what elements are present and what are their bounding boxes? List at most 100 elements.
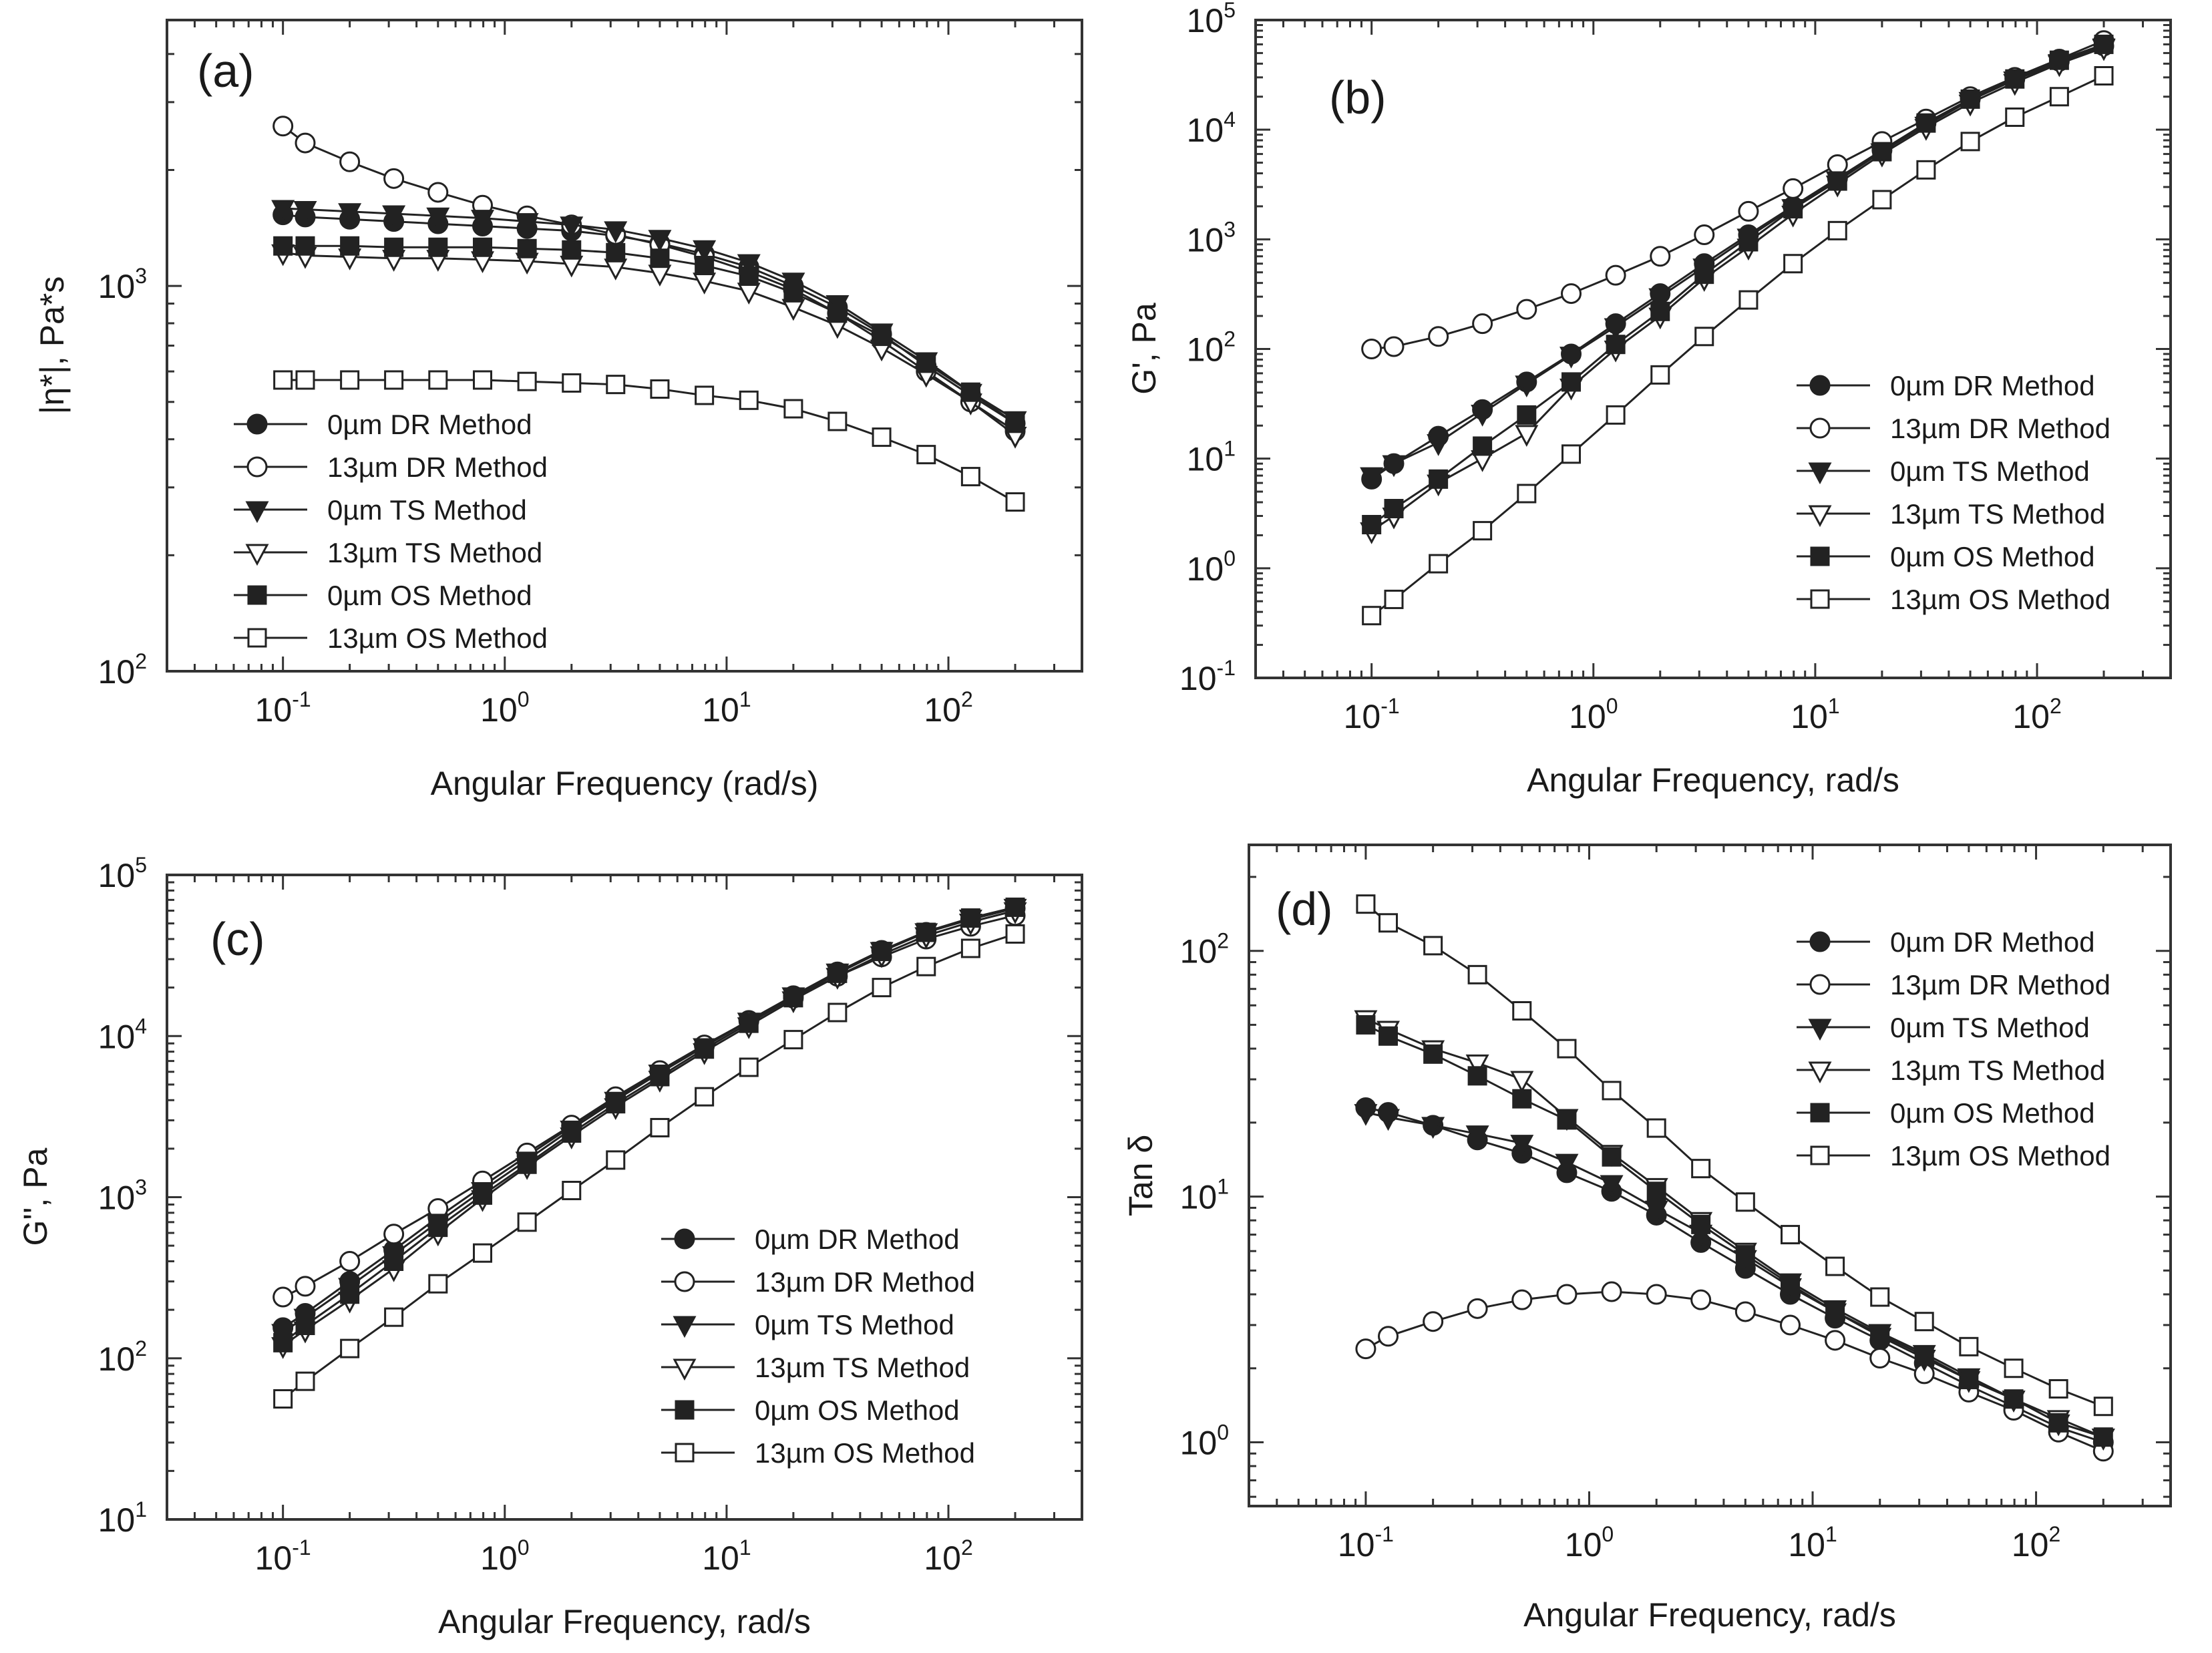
point-0um-ts-method-b [1427, 434, 1451, 456]
point-0um-os-method-d [1959, 1370, 1979, 1390]
point-0um-os-method-b [2005, 69, 2025, 89]
point-13um-os-method-b [1960, 132, 1980, 152]
legend-marker-0um-os-method-b [1810, 546, 1830, 566]
point-13um-os-method-a [827, 411, 848, 431]
point-13um-dr-method-b [1428, 326, 1449, 347]
legend-marker-0um-ts-method-d [1808, 1019, 1832, 1041]
point-0um-os-method-b [1561, 372, 1582, 392]
x-tick-label-c: 10-1 [255, 1535, 311, 1577]
panel-b: (b) 10-1 100 101 10210-1100101102103104105 … [1125, 0, 2172, 799]
point-0um-ts-method-d [1465, 1125, 1489, 1147]
point-13um-os-method-b [1694, 327, 1714, 347]
point-0um-os-method-a [916, 353, 936, 373]
point-0um-os-method-c [273, 1332, 293, 1352]
legend-label-13um-dr-method-d: 13µm DR Method [1890, 969, 2110, 1000]
point-0um-os-method-c [384, 1252, 404, 1272]
point-13um-os-method-c [340, 1338, 360, 1358]
x-tick-label-a: 10-1 [255, 687, 311, 729]
point-13um-os-method-a [960, 467, 980, 487]
y-tick-label-d: 102 [1180, 929, 1229, 970]
legend-marker-0um-os-method-d [1810, 1103, 1830, 1123]
point-13um-os-method-d [2048, 1379, 2068, 1399]
point-13um-os-method-b [1561, 444, 1582, 464]
point-0um-ts-method-b [1559, 347, 1584, 369]
point-0um-os-method-b [1429, 469, 1449, 489]
series-group-b [1360, 30, 2116, 626]
point-13um-dr-method-c [295, 1276, 316, 1297]
point-0um-os-method-d [1914, 1346, 1934, 1366]
point-0um-os-method-a [273, 236, 293, 256]
point-13um-dr-method-b [1516, 299, 1537, 320]
point-0um-ts-method-a [604, 221, 628, 244]
point-13um-os-method-d [1557, 1039, 1577, 1059]
point-13um-dr-method-b [1561, 283, 1582, 305]
point-13um-os-method-b [1783, 254, 1803, 274]
axis-ticks-c: 10-1 100 101 102 101 102 103 104 105 [98, 853, 1082, 1577]
legend-marker-13um-dr-method-c [674, 1271, 695, 1292]
point-13um-dr-method-d [1646, 1284, 1667, 1305]
series-line-13um-ts-method-a [283, 251, 1016, 436]
point-0um-os-method-c [1005, 897, 1025, 917]
point-0um-ts-method-b [1515, 375, 1539, 398]
x-tick-label-d: 10-1 [1338, 1522, 1394, 1564]
legend-label-0um-os-method-c: 0µm OS Method [755, 1395, 960, 1426]
point-13um-os-method-c [562, 1181, 582, 1201]
point-13um-os-method-b [1362, 606, 1382, 626]
point-0um-os-method-b [1738, 232, 1759, 252]
series-group-a [271, 116, 1027, 512]
point-0um-os-method-d [1646, 1181, 1666, 1202]
point-0um-os-method-c [783, 988, 803, 1008]
legend-marker-13um-ts-method-d [1808, 1061, 1832, 1084]
series-group-d [1354, 894, 2115, 1462]
point-0um-ts-method-a [293, 201, 317, 223]
point-0um-ts-method-d [1421, 1117, 1445, 1139]
panel-label-a: (a) [197, 45, 254, 97]
legend-a: 0µm DR Method 13µm DR Method 0µm TS Method… [234, 409, 548, 654]
y-tick-label-b: 100 [1187, 546, 1236, 588]
series-line-0um-os-method-d [1365, 1024, 2104, 1439]
panel-label-c: (c) [210, 913, 265, 965]
point-13um-ts-method-d [1510, 1071, 1534, 1093]
legend-d: 0µm DR Method 13µm DR Method 0µm TS Method… [1797, 926, 2110, 1171]
y-tick-label-b: 101 [1187, 437, 1236, 478]
point-0um-ts-method-d [1600, 1175, 1624, 1198]
point-13um-os-method-c [428, 1274, 448, 1294]
y-axis-label-c: G'', Pa [17, 1147, 54, 1246]
point-0um-os-method-b [1694, 264, 1714, 285]
point-13um-os-method-d [1378, 913, 1399, 933]
point-0um-os-method-b [1517, 405, 1537, 425]
panel-d: (d) 10-1 100 101 102 100 101 102 0µm DR Method… [1122, 844, 2172, 1634]
point-0um-ts-method-b [1648, 288, 1672, 311]
point-13um-os-method-d [1512, 1001, 1532, 1021]
point-13um-dr-method-a [272, 116, 294, 137]
legend-label-0um-os-method-b: 0µm OS Method [1890, 541, 2095, 572]
point-13um-dr-method-c [339, 1251, 361, 1272]
point-0um-ts-method-d [1510, 1135, 1534, 1157]
x-tick-label-a: 100 [480, 687, 529, 729]
legend-label-0um-ts-method-d: 0µm TS Method [1890, 1012, 2090, 1043]
point-0um-os-method-c [739, 1013, 759, 1033]
point-0um-os-method-b [1872, 142, 1892, 162]
y-tick-label-c: 101 [98, 1497, 147, 1539]
point-0um-os-method-a [428, 237, 448, 257]
point-13um-dr-method-d [1690, 1289, 1712, 1310]
point-13um-os-method-a [695, 385, 715, 405]
point-13um-os-method-a [295, 370, 315, 390]
legend-label-13um-os-method-c: 13µm OS Method [755, 1437, 975, 1469]
legend-marker-0um-ts-method-b [1808, 462, 1832, 485]
point-0um-os-method-b [1960, 89, 1980, 109]
legend-marker-0um-dr-method-d [1809, 931, 1831, 952]
point-13um-os-method-b [1827, 220, 1847, 240]
legend-label-13um-os-method-d: 13µm OS Method [1890, 1140, 2110, 1171]
point-13um-os-method-c [872, 978, 892, 998]
point-13um-os-method-a [650, 379, 670, 399]
point-13um-os-method-a [428, 370, 448, 390]
point-0um-ts-method-d [1354, 1104, 1378, 1126]
legend-marker-0um-dr-method-a [246, 413, 268, 435]
point-13um-os-method-b [1872, 190, 1892, 210]
point-0um-os-method-b [1783, 199, 1803, 219]
point-0um-ts-method-a [560, 216, 584, 238]
legend-marker-13um-os-method-b [1810, 589, 1830, 609]
x-axis-label-d: Angular Frequency, rad/s [1523, 1596, 1896, 1634]
legend-label-0um-ts-method-a: 0µm TS Method [327, 494, 527, 526]
